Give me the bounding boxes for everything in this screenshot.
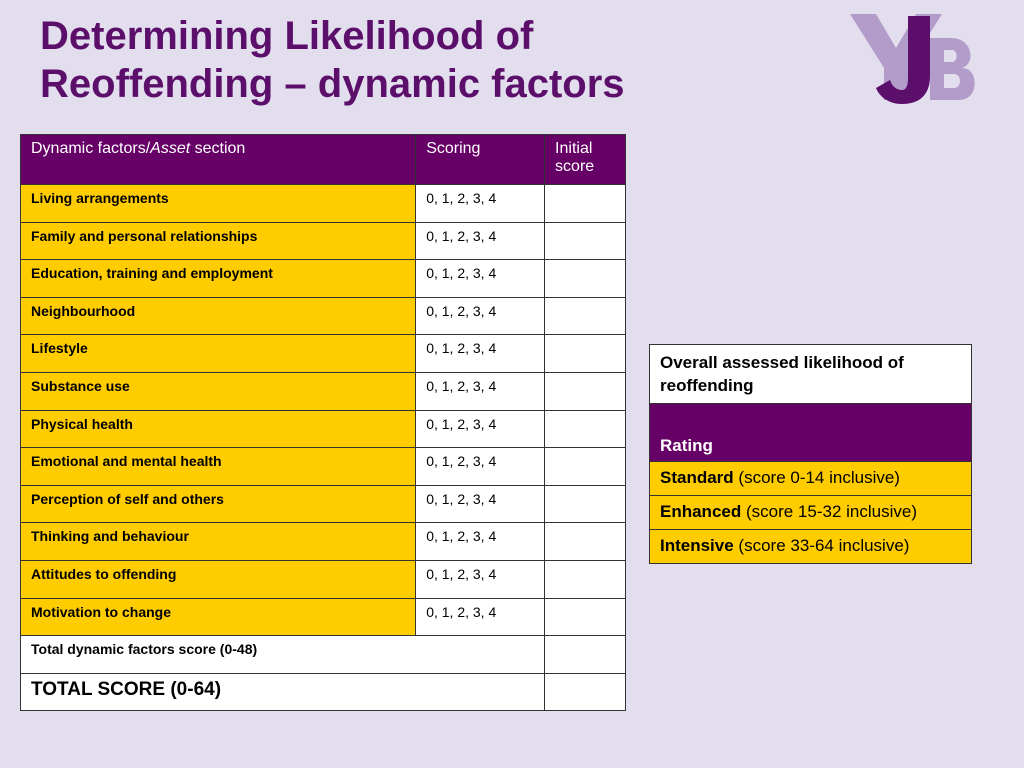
scoring-cell: 0, 1, 2, 3, 4 — [415, 559, 546, 599]
level-range: (score 33-64 inclusive) — [733, 536, 910, 555]
scoring-cell: 0, 1, 2, 3, 4 — [415, 221, 546, 261]
total-score-label: TOTAL SCORE (0-64) — [19, 672, 546, 712]
initial-score-cell[interactable] — [544, 221, 626, 261]
table-row: Attitudes to offending 0, 1, 2, 3, 4 — [19, 559, 626, 599]
rating-level-row: Enhanced (score 15-32 inclusive) — [649, 495, 972, 530]
rating-header: Rating — [649, 403, 972, 462]
title-line-2: Reoffending – dynamic factors — [40, 62, 625, 106]
factor-cell: Family and personal relationships — [19, 221, 417, 261]
scoring-cell: 0, 1, 2, 3, 4 — [415, 334, 546, 373]
scoring-cell: 0, 1, 2, 3, 4 — [415, 522, 546, 561]
table-row: Neighbourhood 0, 1, 2, 3, 4 — [19, 296, 626, 336]
level-range: (score 0-14 inclusive) — [733, 468, 900, 487]
scoring-cell: 0, 1, 2, 3, 4 — [415, 409, 546, 449]
total-score-cell[interactable] — [544, 672, 626, 712]
header-factor-prefix: Dynamic factors/ — [31, 140, 151, 157]
rating-header-row: Rating — [649, 403, 972, 462]
level-name: Standard — [660, 468, 734, 487]
initial-score-cell[interactable] — [544, 334, 626, 373]
rating-level-row: Intensive (score 33-64 inclusive) — [649, 529, 972, 564]
initial-score-cell[interactable] — [544, 522, 626, 561]
scoring-cell: 0, 1, 2, 3, 4 — [415, 184, 546, 223]
initial-score-cell[interactable] — [544, 409, 626, 449]
factor-cell: Education, training and employment — [19, 259, 417, 298]
header-factor-italic: Asset — [150, 140, 191, 157]
table-row: Living arrangements 0, 1, 2, 3, 4 — [19, 184, 626, 223]
factor-cell: Perception of self and others — [19, 484, 417, 524]
level-name: Enhanced — [660, 502, 742, 521]
level-name: Intensive — [660, 536, 734, 555]
scoring-cell: 0, 1, 2, 3, 4 — [415, 484, 546, 524]
initial-score-cell[interactable] — [544, 296, 626, 336]
rating-level-row: Standard (score 0-14 inclusive) — [649, 461, 972, 496]
table-row: Substance use 0, 1, 2, 3, 4 — [19, 371, 626, 411]
factor-cell: Thinking and behaviour — [19, 522, 417, 561]
table-row: Perception of self and others 0, 1, 2, 3… — [19, 484, 626, 524]
table-row: Thinking and behaviour 0, 1, 2, 3, 4 — [19, 522, 626, 561]
header-initial-score: Initial score — [544, 134, 626, 185]
page-title: Determining Likelihood of Reoffending – … — [40, 12, 625, 108]
total-dynamic-row: Total dynamic factors score (0-48) — [19, 635, 626, 674]
scoring-cell: 0, 1, 2, 3, 4 — [415, 296, 546, 336]
header-scoring: Scoring — [415, 134, 546, 185]
factor-cell: Substance use — [19, 371, 417, 411]
scoring-cell: 0, 1, 2, 3, 4 — [415, 371, 546, 411]
scoring-cell: 0, 1, 2, 3, 4 — [415, 597, 546, 637]
initial-score-cell[interactable] — [544, 559, 626, 599]
rating-enhanced: Enhanced (score 15-32 inclusive) — [649, 495, 972, 530]
factor-cell: Physical health — [19, 409, 417, 449]
factor-cell: Attitudes to offending — [19, 559, 417, 599]
initial-score-cell[interactable] — [544, 371, 626, 411]
table-header-row: Dynamic factors/Asset section Scoring In… — [19, 134, 626, 185]
overall-assessed-label: Overall assessed likelihood of reoffendi… — [649, 344, 972, 404]
title-line-1: Determining Likelihood of — [40, 14, 534, 58]
rating-standard: Standard (score 0-14 inclusive) — [649, 461, 972, 496]
table-row: Education, training and employment 0, 1,… — [19, 259, 626, 298]
header-factor-suffix: section — [190, 140, 246, 157]
header-factor: Dynamic factors/Asset section — [19, 134, 417, 185]
initial-score-cell[interactable] — [544, 447, 626, 486]
table-row: Physical health 0, 1, 2, 3, 4 — [19, 409, 626, 449]
initial-score-cell[interactable] — [544, 184, 626, 223]
rating-table: Overall assessed likelihood of reoffendi… — [649, 344, 972, 564]
total-dynamic-label: Total dynamic factors score (0-48) — [19, 635, 546, 674]
table-row: Family and personal relationships 0, 1, … — [19, 221, 626, 261]
level-range: (score 15-32 inclusive) — [741, 502, 917, 521]
total-score-row: TOTAL SCORE (0-64) — [19, 672, 626, 712]
factor-cell: Lifestyle — [19, 334, 417, 373]
factor-cell: Motivation to change — [19, 597, 417, 637]
initial-score-cell[interactable] — [544, 484, 626, 524]
scoring-cell: 0, 1, 2, 3, 4 — [415, 447, 546, 486]
table-row: Lifestyle 0, 1, 2, 3, 4 — [19, 334, 626, 373]
total-dynamic-score-cell[interactable] — [544, 635, 626, 674]
table-row: Motivation to change 0, 1, 2, 3, 4 — [19, 597, 626, 637]
factor-cell: Emotional and mental health — [19, 447, 417, 486]
scoring-cell: 0, 1, 2, 3, 4 — [415, 259, 546, 298]
table-row: Emotional and mental health 0, 1, 2, 3, … — [19, 447, 626, 486]
dynamic-factors-table: Dynamic factors/Asset section Scoring In… — [19, 134, 626, 712]
factor-cell: Neighbourhood — [19, 296, 417, 336]
overall-row: Overall assessed likelihood of reoffendi… — [649, 344, 972, 404]
rating-intensive: Intensive (score 33-64 inclusive) — [649, 529, 972, 564]
factor-cell: Living arrangements — [19, 184, 417, 223]
yjb-logo — [850, 14, 975, 104]
initial-score-cell[interactable] — [544, 597, 626, 637]
initial-score-cell[interactable] — [544, 259, 626, 298]
